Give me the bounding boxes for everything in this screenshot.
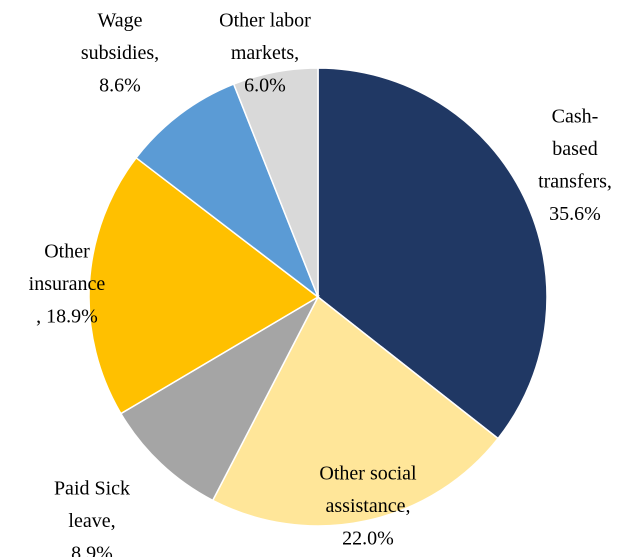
data-label: Other — [44, 241, 90, 263]
data-label: subsidies, — [81, 42, 159, 64]
pie-slice — [211, 295, 500, 527]
pie-slice — [88, 156, 320, 415]
data-label: 8.9% — [71, 543, 113, 557]
data-label: based — [552, 138, 598, 160]
data-label: 6.0% — [244, 75, 286, 97]
data-label: 35.6% — [549, 203, 601, 225]
data-label: Other social — [319, 463, 417, 485]
data-label: Paid Sick — [54, 478, 130, 500]
data-label: Wage — [97, 10, 142, 32]
pie-slice — [119, 295, 320, 502]
data-label: transfers, — [538, 171, 612, 193]
data-label: assistance, — [326, 495, 411, 517]
data-label: 8.6% — [99, 75, 141, 97]
data-label: , 18.9% — [36, 306, 98, 328]
data-label: insurance — [29, 273, 106, 295]
pie-slice — [135, 83, 320, 300]
data-label: markets, — [231, 42, 299, 64]
pie-slice — [232, 67, 319, 298]
pie-slice — [317, 67, 548, 440]
data-label: 22.0% — [342, 528, 394, 550]
data-label: leave, — [68, 510, 115, 532]
data-label: Cash- — [552, 106, 599, 128]
data-label: Other labor — [219, 10, 311, 32]
